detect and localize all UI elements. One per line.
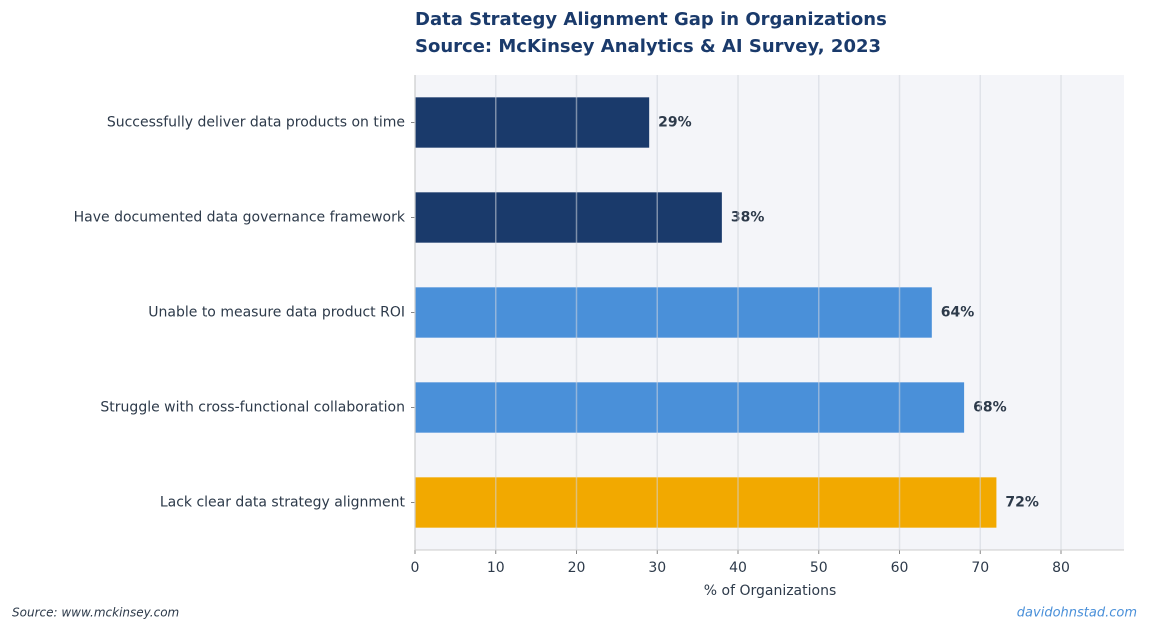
y-tick-label: Unable to measure data product ROI — [148, 305, 405, 321]
x-tick-label: 10 — [487, 560, 505, 576]
x-tick-label: 0 — [411, 560, 420, 576]
x-tick-label: 20 — [568, 560, 586, 576]
value-label: 68% — [973, 400, 1007, 416]
y-tick-label: Have documented data governance framewor… — [74, 210, 406, 226]
y-tick-label: Lack clear data strategy alignment — [160, 495, 406, 511]
value-label: 29% — [658, 115, 692, 131]
chart-title: Data Strategy Alignment Gap in Organizat… — [415, 9, 887, 30]
chart-subtitle: Source: McKinsey Analytics & AI Survey, … — [415, 36, 881, 57]
bar — [415, 97, 650, 148]
x-tick-label: 30 — [648, 560, 666, 576]
value-label: 64% — [941, 305, 975, 321]
bar — [415, 477, 997, 528]
x-tick-label: 50 — [810, 560, 828, 576]
bar — [415, 382, 965, 433]
bar — [415, 287, 932, 338]
x-tick-label: 80 — [1052, 560, 1070, 576]
bar — [415, 192, 722, 243]
footer-credit: davidohnstad.com — [1017, 606, 1137, 621]
footer-source: Source: www.mckinsey.com — [12, 606, 179, 620]
x-tick-label: 70 — [971, 560, 989, 576]
x-tick-label: 60 — [891, 560, 909, 576]
value-label: 38% — [731, 210, 765, 226]
y-tick-label: Struggle with cross-functional collabora… — [100, 400, 405, 416]
x-tick-label: 40 — [729, 560, 747, 576]
x-axis-label: % of Organizations — [704, 583, 837, 599]
y-tick-label: Successfully deliver data products on ti… — [107, 115, 405, 131]
value-label: 72% — [1005, 495, 1039, 511]
